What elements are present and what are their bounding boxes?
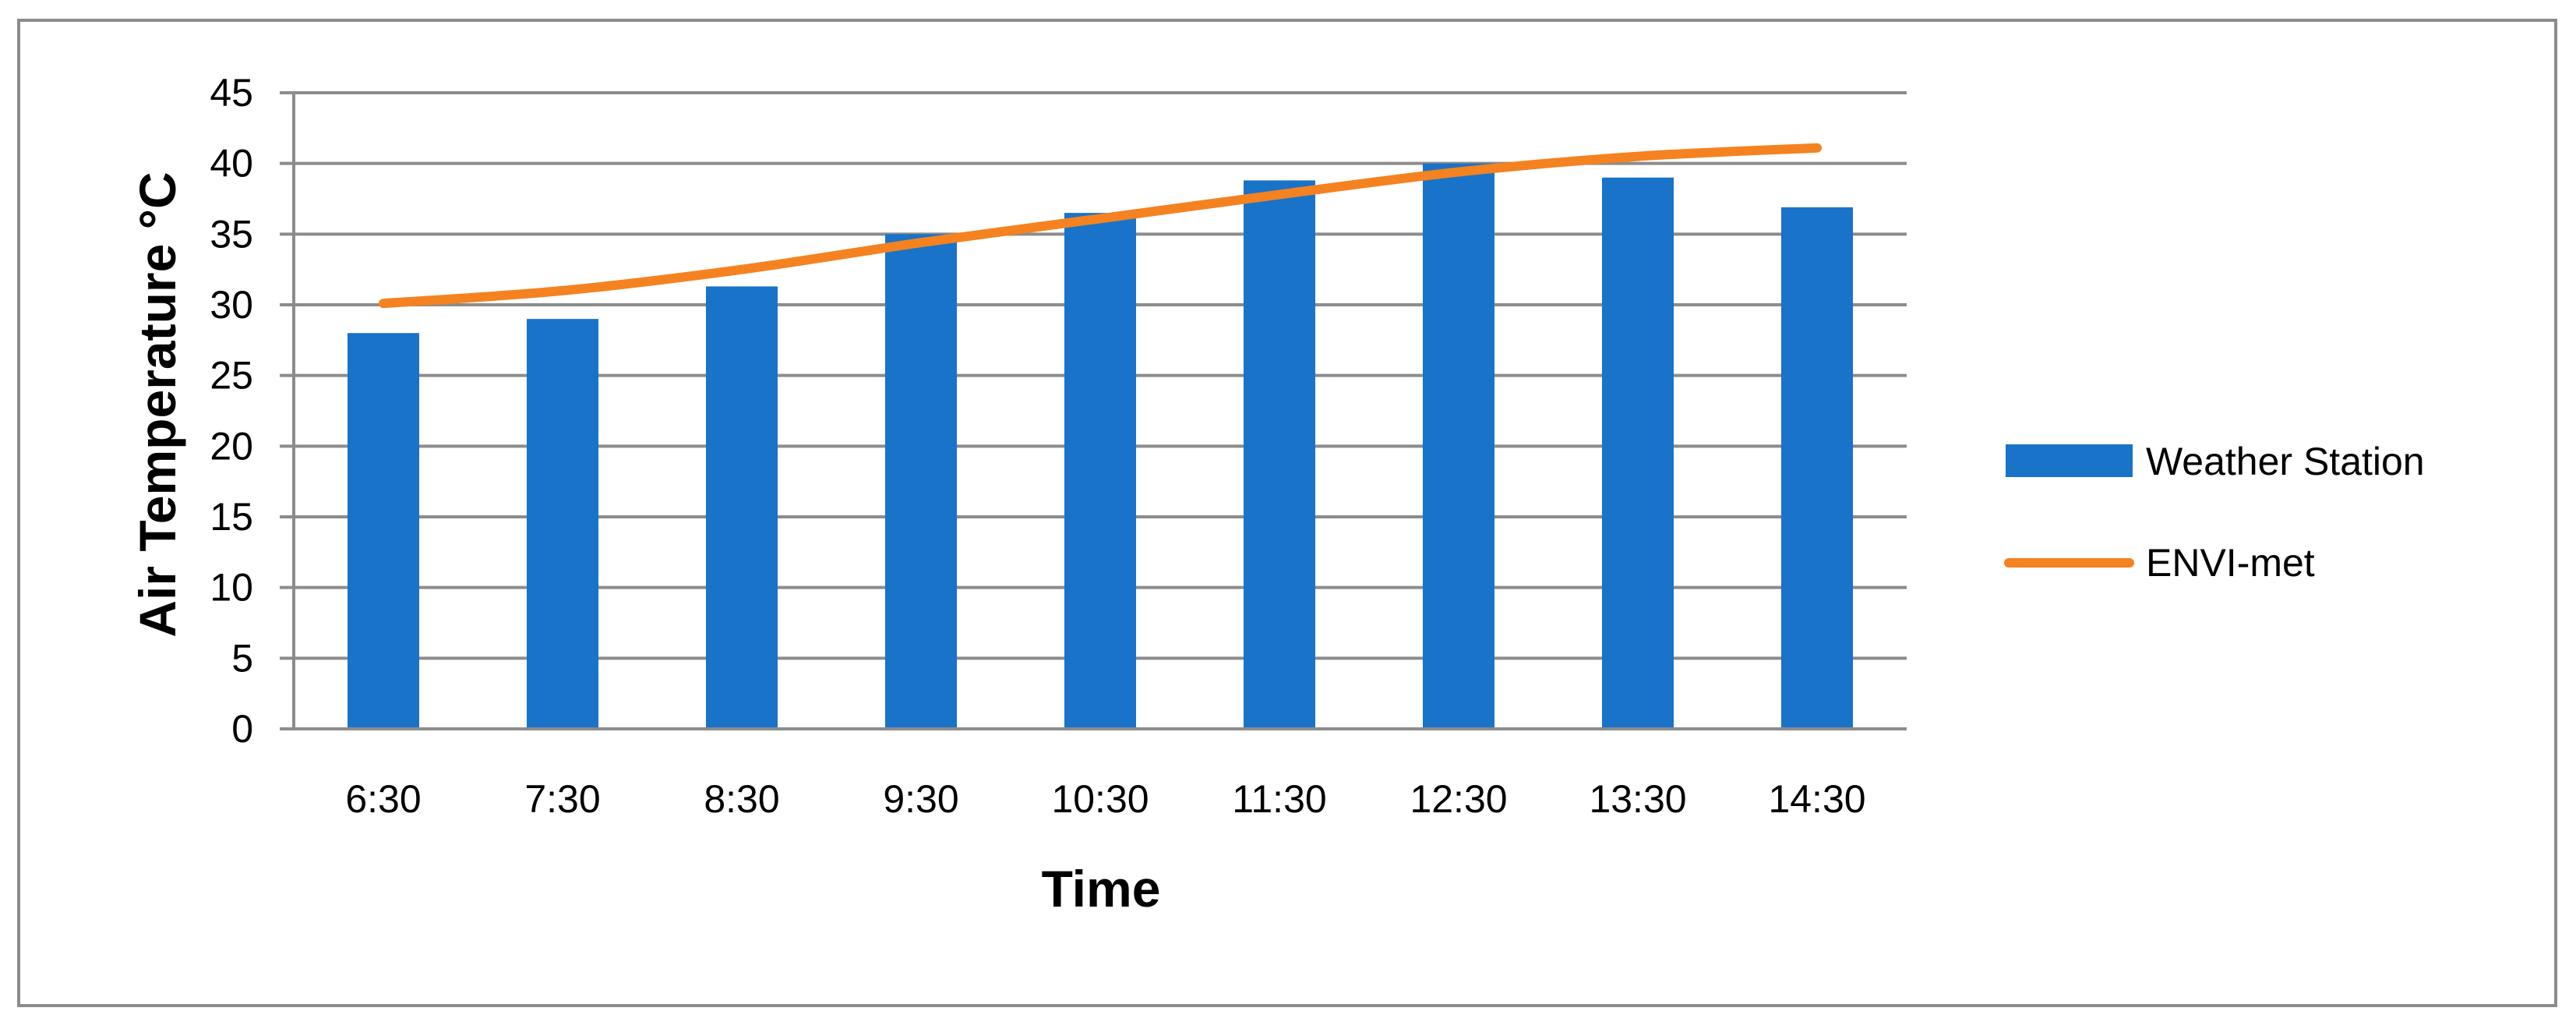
x-tick-label: 14:30: [1768, 777, 1865, 821]
bar-weather-station: [1423, 163, 1494, 729]
line-series: [379, 143, 1822, 309]
y-tick-label: 0: [231, 707, 253, 751]
x-tick-label: 6:30: [345, 777, 421, 821]
y-tick-label: 40: [210, 142, 253, 186]
y-tick-labels: 0 5 10 15 20 25 30 35 40 45: [210, 71, 253, 751]
x-tick-label: 10:30: [1051, 777, 1149, 821]
y-axis-title: Air Temperature °C: [129, 172, 186, 637]
bar-series: [348, 163, 1853, 730]
bar-weather-station: [1244, 180, 1315, 730]
legend: Weather Station ENVI-met: [2004, 440, 2425, 585]
x-tick-label: 13:30: [1589, 777, 1686, 821]
x-tick-label: 11:30: [1232, 777, 1326, 821]
y-tick-label: 45: [210, 71, 253, 115]
x-tick-label: 9:30: [883, 777, 958, 821]
y-tick-label: 10: [210, 566, 253, 610]
y-tick-label: 35: [210, 212, 253, 256]
y-tick-label: 15: [210, 495, 253, 539]
x-tick-label: 7:30: [524, 777, 600, 821]
bar-weather-station: [1781, 207, 1853, 729]
y-tick-label: 30: [210, 283, 253, 327]
axes: [280, 91, 1907, 730]
bar-weather-station: [527, 319, 598, 730]
y-tick-label: 5: [231, 636, 253, 680]
bar-weather-station: [706, 286, 778, 730]
legend-label-weather-station: Weather Station: [2146, 440, 2425, 483]
y-tick-label: 20: [210, 424, 253, 468]
legend-swatch-weather-station: [2006, 444, 2133, 477]
bar-weather-station: [1064, 213, 1136, 730]
y-tick-label: 25: [210, 354, 253, 398]
x-tick-label: 8:30: [704, 777, 779, 821]
legend-label-envi-met: ENVI-met: [2146, 541, 2315, 585]
x-tick-label: 12:30: [1410, 777, 1507, 821]
bar-weather-station: [348, 333, 419, 729]
bar-weather-station: [885, 234, 957, 729]
x-tick-labels: 6:30 7:30 8:30 9:30 10:30 11:30 12:30 13:30 14:3…: [345, 777, 1865, 821]
x-axis-title: Time: [1042, 860, 1161, 918]
bar-weather-station: [1602, 177, 1674, 730]
